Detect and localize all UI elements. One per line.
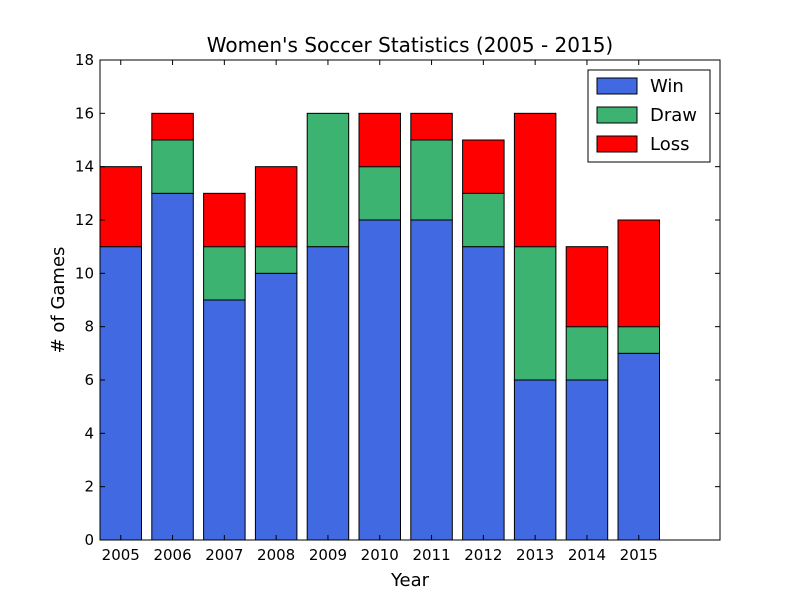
y-axis: 0 2 4 6 8 10 12 14 16 18 — [75, 51, 720, 549]
bar-draw-2010 — [358, 166, 401, 221]
plot-frame — [99, 59, 721, 541]
x-axis-title: Year — [390, 570, 430, 591]
bar-draw-2013 — [513, 246, 557, 381]
y-tick-label: 8 — [84, 318, 94, 336]
x-tick-label-2008: 2008 — [257, 546, 295, 564]
legend: Win Draw Loss — [587, 69, 711, 163]
bar-win-2014 — [565, 379, 609, 541]
y-tick-label: 6 — [84, 371, 94, 389]
y-tick-label: 4 — [84, 424, 94, 442]
bar-draw-2008 — [254, 246, 298, 274]
x-tick-label-2014: 2014 — [568, 546, 606, 564]
bar-loss-2010 — [358, 112, 401, 168]
y-tick-label: 18 — [75, 51, 94, 69]
legend-swatch-draw — [596, 106, 638, 124]
y-tick-label: 10 — [75, 264, 94, 282]
x-tick-label-2011: 2011 — [412, 546, 450, 564]
bar-draw-2012 — [462, 192, 505, 248]
bar-draw-2014 — [565, 326, 609, 381]
x-tick-label-2006: 2006 — [153, 546, 191, 564]
x-axis: 2005 2006 2007 2008 2009 2010 2011 2012 2013 2014… — [102, 60, 658, 564]
bar-win-2007 — [203, 299, 246, 541]
bar-draw-2009 — [306, 112, 350, 248]
bar-win-2006 — [151, 192, 194, 541]
legend-label-win: Win — [650, 76, 684, 97]
x-tick-label-2015: 2015 — [620, 546, 658, 564]
chart-title: Women's Soccer Statistics (2005 - 2015) — [207, 33, 614, 57]
x-tick-label-2012: 2012 — [464, 546, 502, 564]
bar-win-2009 — [306, 246, 350, 541]
bar-win-2015 — [617, 352, 660, 541]
bar-win-2011 — [410, 219, 453, 541]
x-tick-label-2007: 2007 — [205, 546, 243, 564]
legend-label-loss: Loss — [650, 134, 689, 155]
x-tick-label-2010: 2010 — [361, 546, 399, 564]
bar-loss-2007 — [203, 192, 246, 248]
y-tick-label: 2 — [84, 478, 94, 496]
bar-loss-2008 — [254, 166, 298, 248]
bar-loss-2006 — [151, 112, 194, 141]
bar-draw-2015 — [617, 326, 660, 354]
bar-draw-2006 — [151, 139, 194, 194]
bar-loss-2012 — [462, 139, 505, 194]
bar-loss-2015 — [617, 219, 660, 328]
bar-draw-2007 — [203, 246, 246, 301]
y-tick-label: 16 — [75, 104, 94, 122]
x-tick-label-2009: 2009 — [309, 546, 347, 564]
x-tick-label-2005: 2005 — [102, 546, 140, 564]
bars-group — [99, 112, 660, 541]
bar-win-2010 — [358, 219, 401, 541]
bar-loss-2005 — [99, 166, 142, 248]
legend-label-draw: Draw — [650, 105, 697, 126]
y-axis-title: # of Games — [48, 247, 69, 354]
legend-swatch-loss — [596, 135, 638, 153]
bar-win-2013 — [513, 379, 557, 541]
y-tick-label: 12 — [75, 211, 94, 229]
bar-win-2012 — [462, 246, 505, 541]
y-tick-label: 14 — [75, 158, 94, 176]
y-tick-label: 0 — [84, 531, 94, 549]
bar-draw-2011 — [410, 139, 453, 221]
bar-loss-2014 — [565, 246, 609, 328]
bar-loss-2011 — [410, 112, 453, 141]
bar-loss-2013 — [513, 112, 557, 248]
bar-win-2008 — [254, 272, 298, 541]
legend-swatch-win — [596, 77, 638, 95]
bar-win-2005 — [99, 246, 142, 541]
x-tick-label-2013: 2013 — [516, 546, 554, 564]
